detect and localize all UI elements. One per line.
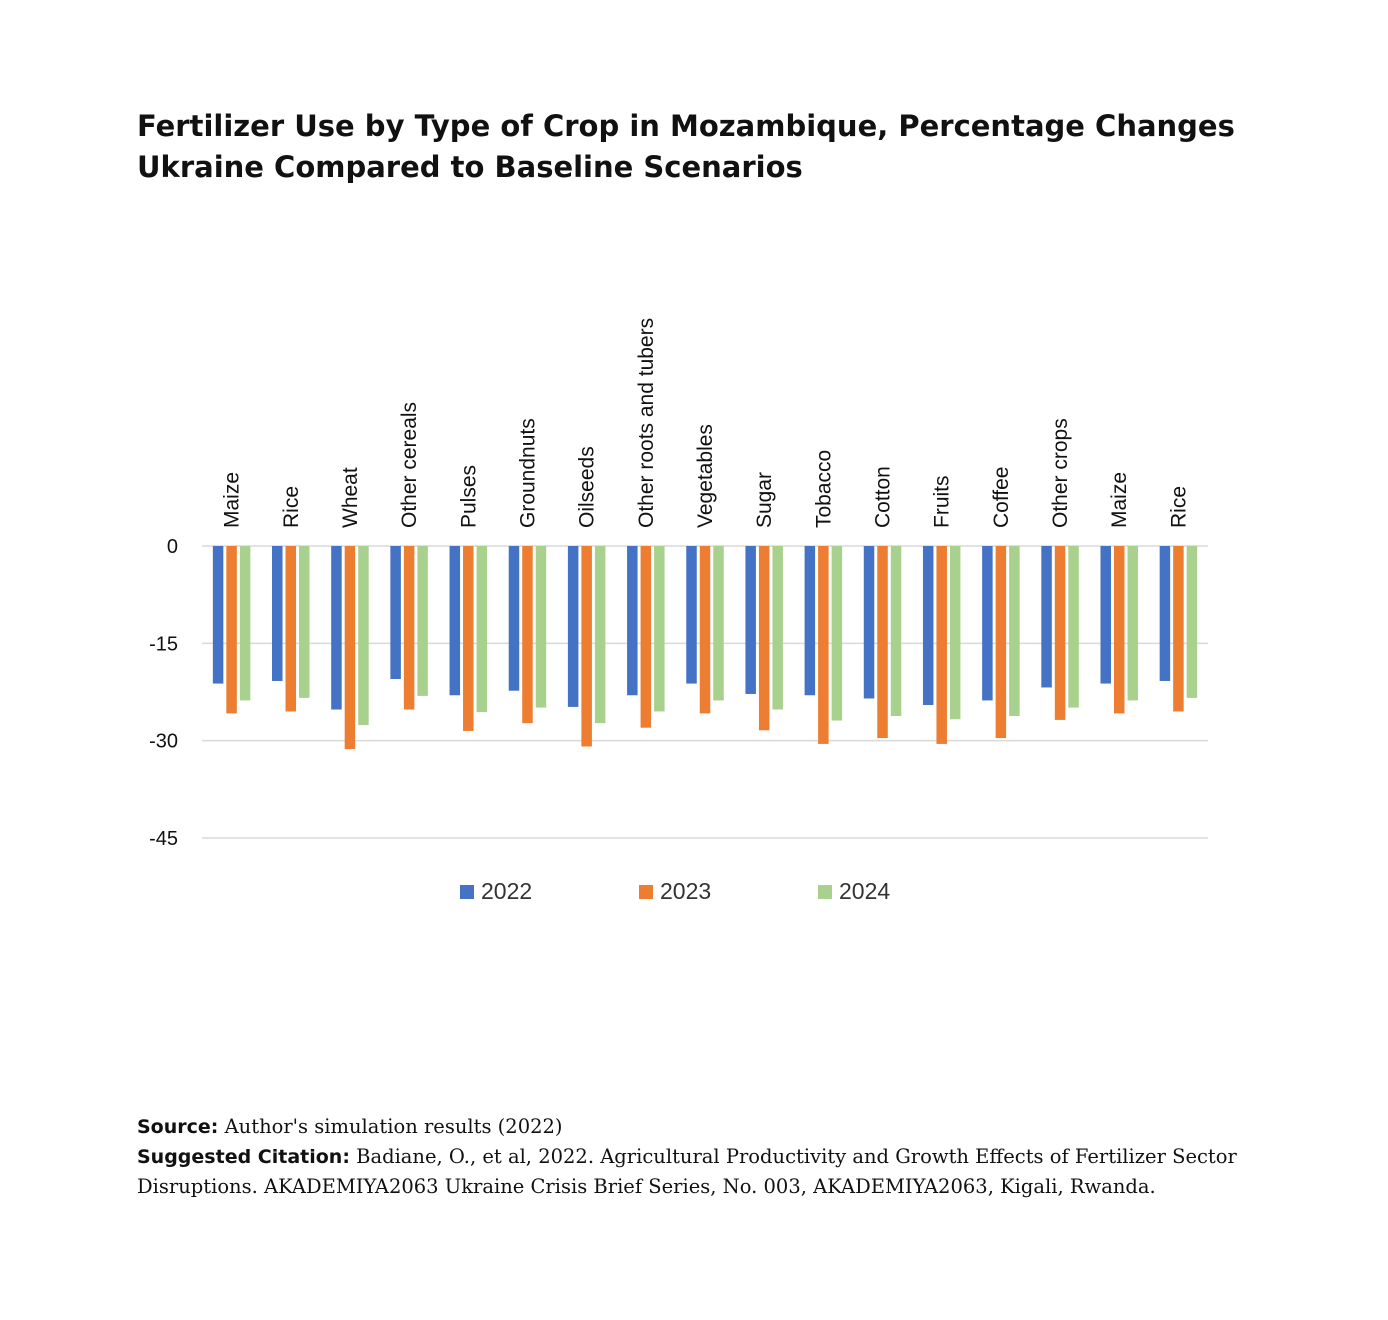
bar-2024 [831,546,843,721]
x-category-label: Cotton [872,466,895,528]
citation-line: Suggested Citation: Badiane, O., et al, … [137,1142,1317,1172]
bar-2022 [272,546,283,681]
x-category-label: Tobacco [812,450,835,528]
bar-2022 [567,546,579,707]
bar-2023 [522,546,533,724]
chart-title-line-1: Fertilizer Use by Type of Crop in Mozamb… [137,109,1235,143]
x-category-label: Vegetables [694,424,717,528]
bar-2023 [936,546,947,744]
chart-title: Fertilizer Use by Type of Crop in Mozamb… [137,106,1287,188]
y-tick-label: -45 [149,828,178,850]
bar-2022 [982,546,993,701]
x-category-label: Groundnuts [516,418,539,528]
bar-2022 [627,546,638,696]
bar-2024 [1068,546,1079,708]
citation-line-2: Disruptions. AKADEMIYA2063 Ukraine Crisi… [137,1175,1156,1198]
legend-item-2023: 2023 [639,878,711,905]
y-tick-label: -15 [149,633,178,655]
bar-2023 [344,546,356,750]
x-category-label: Other crops [1049,418,1072,528]
chart-title-line-2: Ukraine Compared to Baseline Scenarios [137,150,803,184]
bar-2024 [713,546,724,701]
citation-label: Suggested Citation: [137,1146,350,1168]
bar-2023 [995,546,1007,739]
bar-2023 [758,546,770,731]
legend-swatch-2024 [818,884,832,899]
source-text: Author's simulation results (2022) [218,1115,563,1138]
bar-2024 [1127,546,1138,701]
bar-2024 [890,546,902,717]
bar-2024 [535,546,547,708]
bar-2023 [1113,546,1125,714]
bar-2024 [949,546,961,720]
x-category-label: Maize [1108,472,1131,528]
bar-2024 [594,546,606,724]
legend-label-2022: 2022 [481,878,533,904]
bar-2023 [1054,546,1066,720]
bar-2023 [463,546,474,731]
footer: Source: Author's simulation results (202… [137,1112,1317,1201]
bar-2024 [772,546,783,710]
bar-2024 [1186,546,1198,698]
source-label: Source: [137,1116,219,1138]
source-line: Source: Author's simulation results (202… [137,1112,1317,1142]
bar-2022 [331,546,342,710]
bar-2022 [212,546,224,684]
bar-2024 [654,546,665,712]
bar-2023 [818,546,829,744]
bar-2023 [581,546,592,747]
bar-2023 [285,546,297,712]
bar-2024 [417,546,428,696]
legend-label-2023: 2023 [660,878,712,904]
bar-2024 [239,546,251,701]
bar-2022 [686,546,697,684]
y-tick-label: 0 [167,536,178,558]
bar-2024 [358,546,369,726]
bar-2022 [804,546,816,696]
x-category-label: Sugar [753,472,776,528]
bar-2022 [1159,546,1171,681]
legend-swatch-2022 [460,884,474,899]
bar-2022 [922,546,934,705]
bar-2022 [745,546,756,694]
bar-2022 [390,546,401,680]
bar-2024 [1009,546,1020,717]
legend-swatch-2023 [639,884,653,899]
bar-2023 [1173,546,1184,712]
bar-2022 [1100,546,1111,684]
bar-2022 [508,546,520,691]
y-tick-label: -30 [149,731,178,753]
legend-item-2022: 2022 [460,878,532,905]
bar-2023 [640,546,652,728]
legend-item-2024: 2024 [818,878,890,905]
x-category-label: Pulses [457,465,480,528]
x-category-label: Other roots and tubers [635,318,658,528]
x-category-label: Maize [221,472,244,528]
x-category-label: Rice [280,486,303,528]
bar-2022 [863,546,875,699]
bar-2024 [476,546,488,713]
bar-2024 [299,546,310,698]
x-category-label: Other cereals [398,402,421,528]
bar-2023 [226,546,237,714]
bar-2023 [403,546,415,710]
x-category-label: Wheat [339,467,362,528]
bar-2023 [699,546,711,714]
legend-label-2024: 2024 [839,878,891,904]
citation-text: Badiane, O., et al, 2022. Agricultural P… [349,1145,1237,1168]
x-category-label: Rice [1167,486,1190,528]
x-category-label: Coffee [990,467,1013,529]
bar-2023 [877,546,888,739]
x-category-label: Oilseeds [576,446,599,528]
bar-2022 [449,546,461,696]
x-category-label: Fruits [931,476,954,529]
legend: 2022 2023 2024 [0,878,1388,910]
bar-2022 [1041,546,1052,688]
